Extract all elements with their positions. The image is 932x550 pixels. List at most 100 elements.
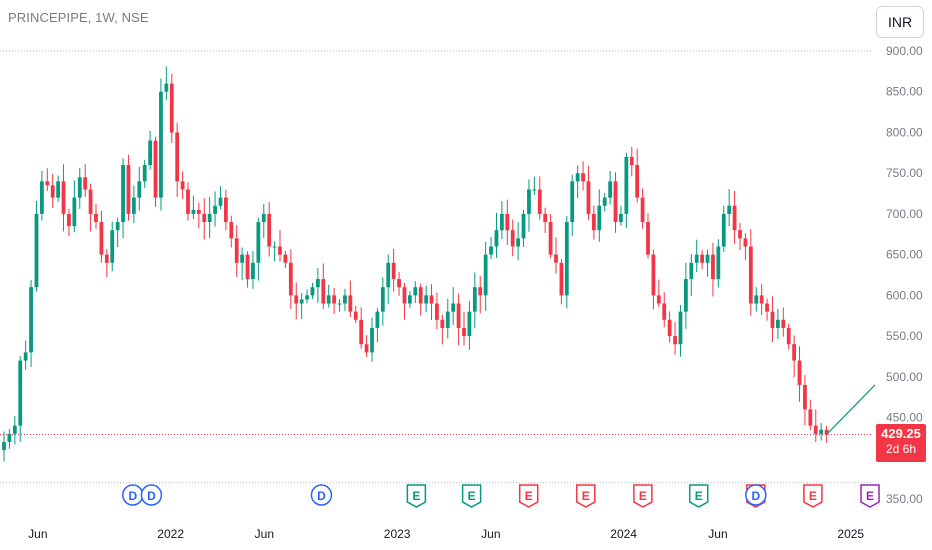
candle [294, 282, 299, 320]
price-tick-label: 850.00 [886, 85, 923, 99]
candle-body [494, 230, 499, 247]
candle [283, 251, 288, 269]
candle [315, 267, 320, 303]
candle [7, 428, 12, 449]
candle [99, 210, 104, 263]
candle [646, 213, 650, 259]
candle [597, 189, 602, 242]
time-axis[interactable]: Jun 2022 Jun 2023 Jun 2024 Jun 2025 [28, 527, 864, 541]
candle [711, 242, 715, 297]
candle [186, 182, 190, 221]
candle-body [288, 262, 293, 296]
dividend-icon [310, 484, 333, 506]
candle-body [759, 295, 764, 304]
candle-body [678, 311, 683, 345]
dividend-marker[interactable]: D [122, 484, 144, 506]
candle [689, 253, 694, 297]
candle [602, 193, 607, 212]
earnings-marker[interactable]: E [406, 484, 427, 508]
candle-body [424, 295, 429, 304]
candle-body [326, 295, 331, 304]
candle-body [521, 213, 526, 239]
candle [418, 283, 423, 316]
event-letter: D [128, 489, 137, 503]
candle-body [175, 132, 180, 182]
candle [656, 279, 661, 308]
currency-button[interactable]: INR [876, 6, 924, 38]
candle [527, 179, 531, 232]
candle [234, 225, 239, 277]
candle-body [413, 287, 418, 296]
dividend-marker[interactable]: D [745, 484, 767, 506]
candle-body [700, 254, 705, 263]
candle-body [478, 287, 483, 296]
last-price-value: 429.25 [881, 426, 921, 441]
candle-body [370, 327, 374, 353]
candle-body [213, 205, 217, 214]
candle [440, 314, 445, 345]
candle-body [2, 441, 6, 451]
candle [77, 167, 82, 209]
candle [148, 130, 153, 170]
candle [456, 293, 461, 346]
candle [391, 249, 396, 292]
candle-body [803, 384, 807, 410]
candle-body [667, 319, 672, 337]
event-letter: E [582, 489, 590, 503]
trendline-segment[interactable] [826, 384, 876, 435]
candle [700, 250, 705, 270]
candle [56, 175, 61, 202]
candle [169, 73, 174, 143]
candle-body [608, 181, 613, 198]
candle [110, 221, 115, 272]
candle [629, 146, 634, 177]
earnings-marker[interactable]: E [633, 484, 653, 508]
candle [348, 280, 353, 317]
candle-body [153, 140, 158, 198]
event-letter: E [695, 489, 703, 503]
earnings-marker[interactable]: E [461, 484, 482, 508]
candle-body [743, 238, 748, 247]
candle-body [34, 213, 39, 288]
candle [586, 165, 591, 220]
candle-body [191, 209, 196, 214]
candle [694, 239, 699, 273]
candle [559, 259, 564, 305]
candle-body [397, 279, 401, 288]
candle-body [640, 197, 645, 223]
candle-body [240, 254, 245, 263]
earnings-marker[interactable]: E [518, 484, 539, 508]
candle-body [402, 287, 407, 304]
dividend-marker[interactable]: D [310, 484, 333, 506]
earnings-marker[interactable]: E [860, 484, 880, 508]
earnings-marker[interactable]: E [576, 484, 596, 508]
candle [662, 292, 667, 328]
candle-body [61, 181, 66, 214]
candle [548, 214, 553, 259]
candle [635, 148, 640, 203]
price-tick-label: 500.00 [886, 370, 923, 384]
candle-body [77, 177, 82, 198]
price-axis[interactable]: 900.00 850.00 800.00 750.00 700.00 650.00 600.… [886, 44, 923, 506]
candle-body [570, 181, 575, 223]
candle [343, 288, 347, 312]
candle [819, 422, 824, 441]
candle [272, 241, 277, 262]
candle [591, 205, 596, 240]
candle-body [651, 254, 656, 296]
candle-body [716, 246, 721, 280]
candle [207, 197, 212, 238]
candle [510, 219, 515, 257]
dividend-marker[interactable]: D [140, 484, 163, 506]
earnings-icon [688, 484, 709, 508]
earnings-marker[interactable]: E [803, 484, 823, 508]
earnings-marker[interactable]: E [688, 484, 709, 508]
candle-body [581, 173, 585, 182]
trendline[interactable] [826, 384, 876, 435]
candle [386, 254, 391, 305]
candle [608, 170, 613, 205]
candle-body [186, 189, 190, 214]
candle [397, 271, 401, 296]
candle [581, 161, 585, 191]
